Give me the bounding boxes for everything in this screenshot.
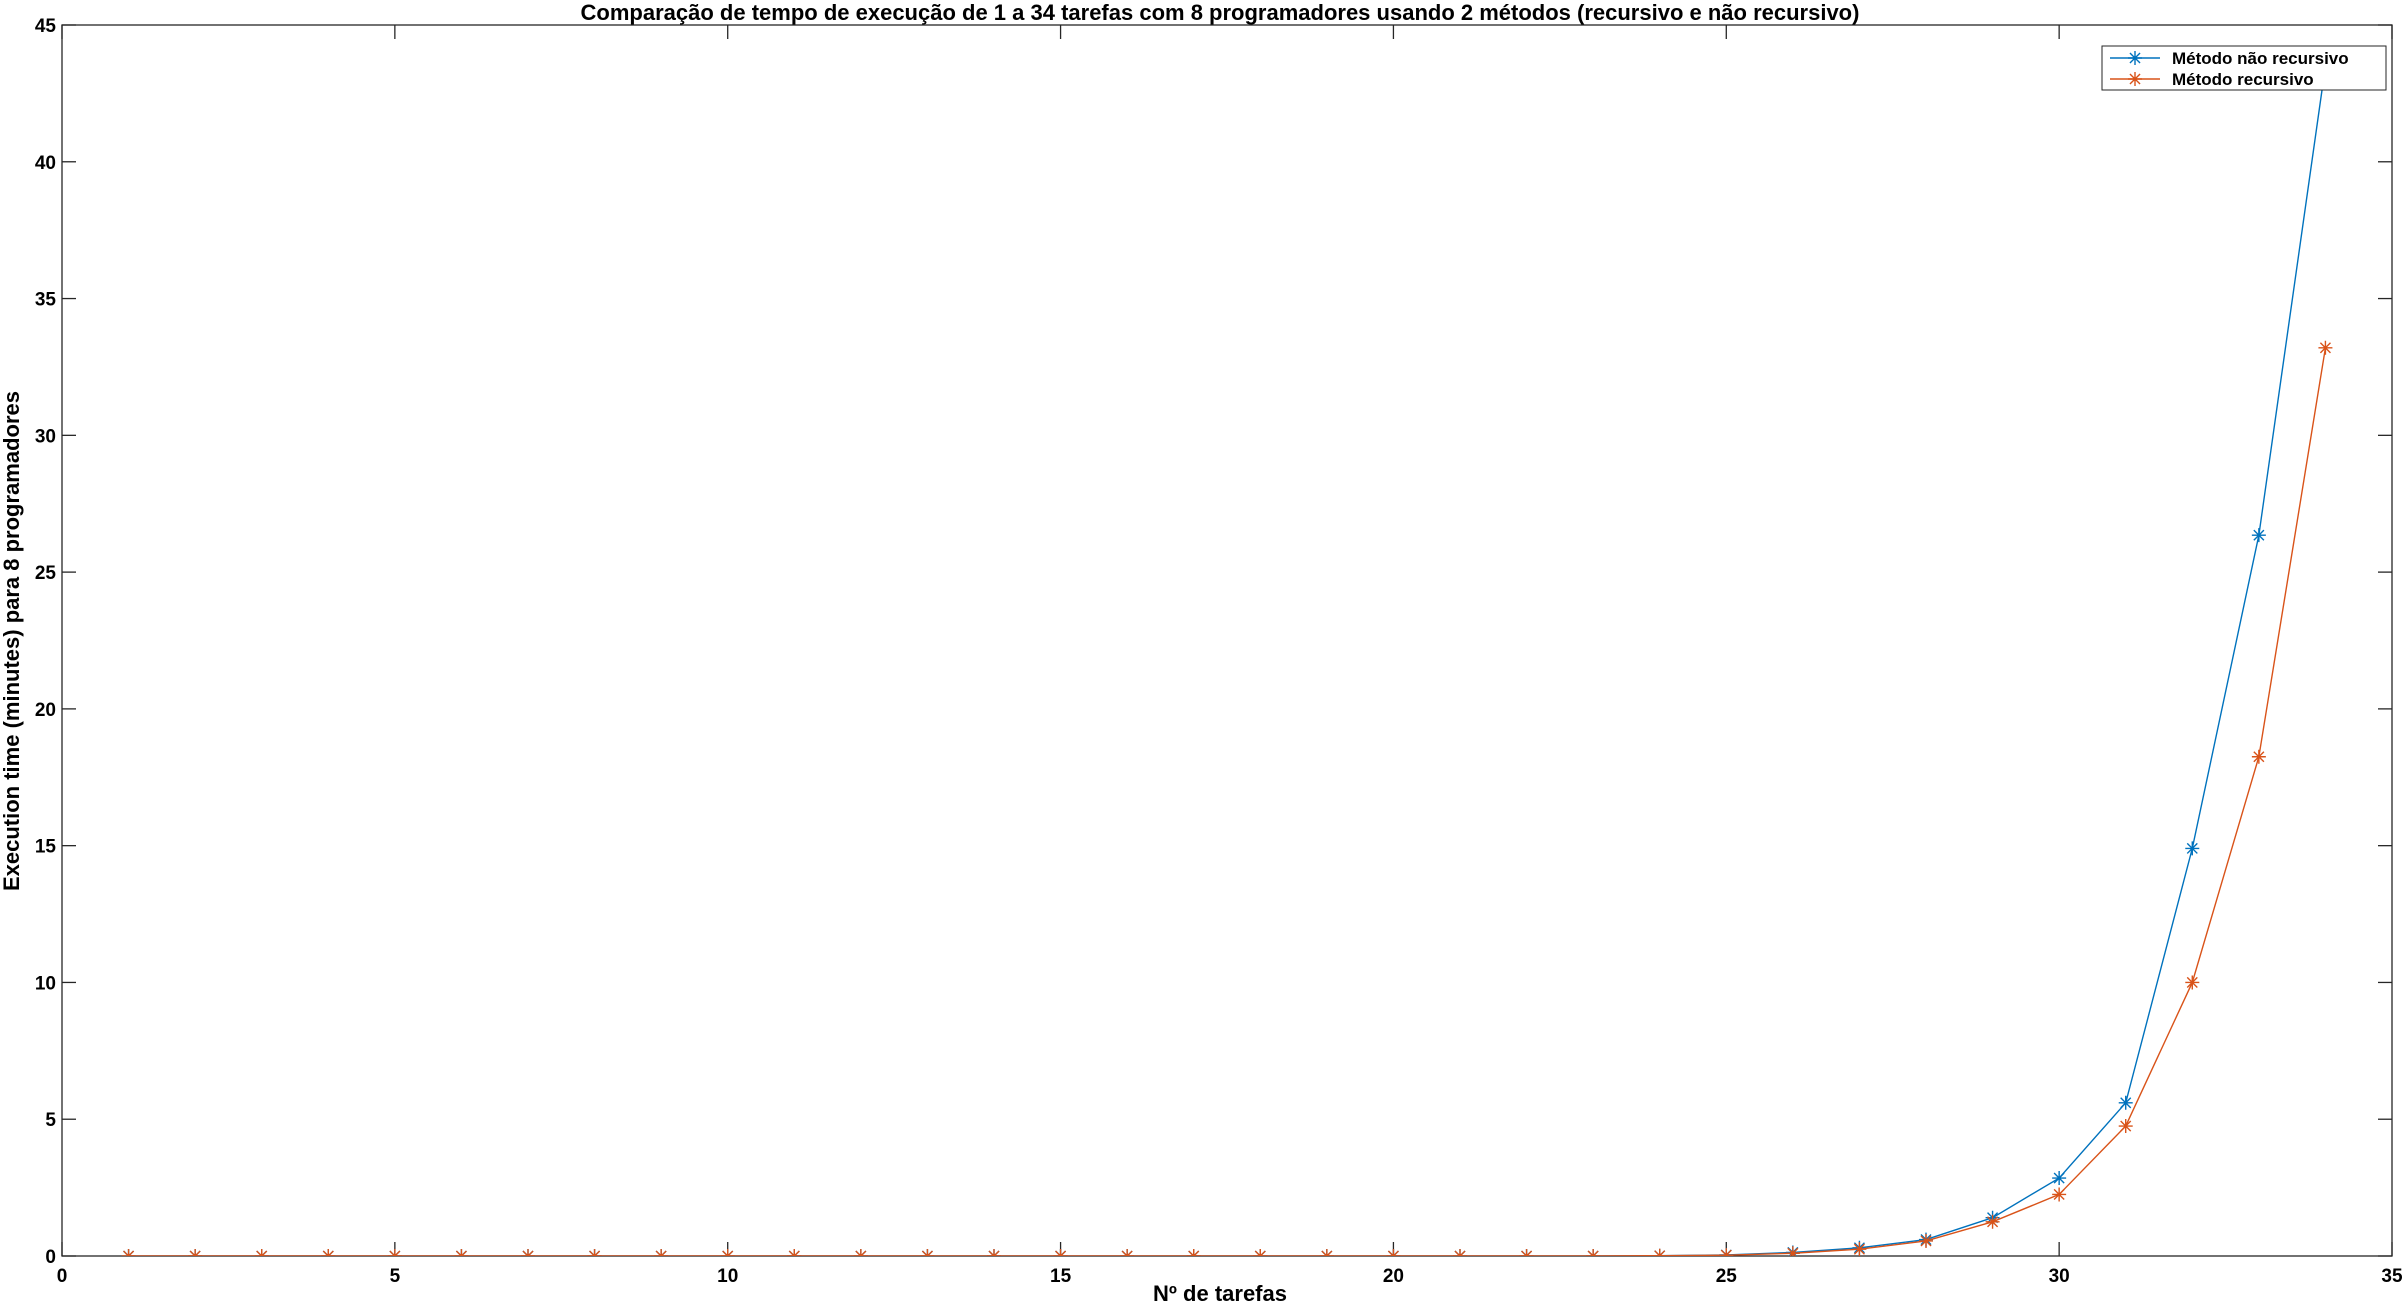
series-2 [121,340,2333,1256]
series-2-point [720,1249,735,1256]
series-2-point [1985,1214,2000,1229]
legend-marker-2 [2128,72,2142,86]
series-2-point [1453,1249,1467,1256]
y-tick-label: 30 [35,426,56,447]
series-1-point [2185,841,2200,856]
series-2-point [853,1249,868,1256]
y-tick-label: 20 [35,700,56,721]
series-1-line [128,65,2327,1256]
series-2-point [654,1249,669,1256]
x-tick-label: 25 [1716,1266,1738,1287]
series-2-point [2185,975,2200,990]
x-tick-label: 20 [1383,1266,1404,1287]
plot-area [61,24,2393,1257]
series-1-point [2118,1095,2133,1110]
legend-marker-1 [2128,51,2142,65]
series-2-point [1053,1249,1068,1256]
x-tick-label: 0 [57,1266,68,1287]
y-tick-label: 45 [35,16,57,37]
series-2-point [1586,1249,1601,1256]
y-tick-label: 10 [35,973,56,994]
y-axis-label: Execution time (minutes) para 8 programa… [0,391,24,891]
y-tick-label: 25 [35,563,57,584]
series-2-point [1852,1242,1867,1256]
series-2-point [454,1249,469,1256]
series-2-point [321,1249,336,1256]
x-tick-label: 30 [2049,1266,2070,1287]
series-2-point [2318,340,2333,355]
series-2-point [1519,1249,1534,1256]
y-axis: 0 5 10 15 20 25 30 35 40 45 [35,16,2392,1268]
series-2-point [787,1249,802,1256]
series-2-point [2118,1119,2133,1134]
series-2-point [587,1249,602,1256]
series-2-line [128,347,2327,1256]
series-2-point [1253,1249,1268,1256]
series-2-point [1386,1249,1401,1256]
y-tick-label: 35 [35,290,57,311]
legend-label-2: Método recursivo [2172,70,2314,89]
series-2-point [1319,1249,1334,1256]
x-tick-label: 15 [1050,1266,1072,1287]
y-tick-label: 5 [45,1110,56,1131]
chart-title: Comparação de tempo de execução de 1 a 3… [581,0,1860,25]
legend-label-1: Método não recursivo [2172,49,2349,68]
series-2-point [2251,749,2266,764]
series-2-point [1120,1249,1135,1256]
series-2-point [1186,1249,1201,1256]
y-tick-label: 40 [35,153,56,174]
series-2-point [254,1249,269,1256]
series-2-point [1719,1248,1734,1256]
x-tick-label: 35 [2381,1266,2402,1287]
series-2-point [121,1249,136,1256]
plot-frame [61,24,2393,1257]
series-2-point [1919,1233,1933,1248]
series-2-point [920,1249,935,1256]
y-tick-label: 15 [35,837,57,858]
series-1-point [2052,1171,2067,1186]
series-2-point [1652,1248,1667,1256]
series-2-point [1785,1246,1800,1256]
series-2-point [2052,1187,2067,1202]
x-tick-label: 10 [717,1266,738,1287]
series-2-point [188,1249,203,1256]
legend: Método não recursivo Método recursivo [2101,45,2387,91]
y-tick-label: 0 [45,1247,56,1268]
legend-box [2101,45,2387,91]
series-2-point [387,1249,402,1256]
series-2-point [987,1249,1001,1256]
series-1-point [2251,528,2266,543]
x-axis-label: Nº de tarefas [1153,1281,1287,1306]
series-2-point [521,1249,535,1256]
x-tick-label: 5 [390,1266,401,1287]
